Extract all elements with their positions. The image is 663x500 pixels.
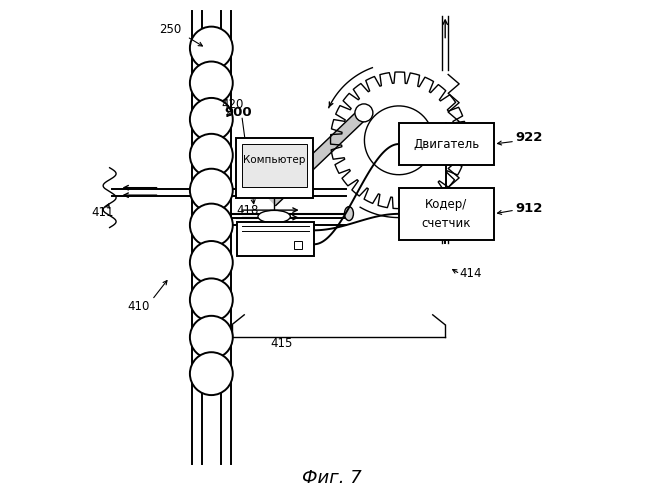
FancyBboxPatch shape [241, 144, 307, 186]
Text: 900: 900 [224, 106, 252, 120]
Text: 414: 414 [459, 268, 481, 280]
Polygon shape [268, 108, 368, 206]
Text: 415: 415 [271, 337, 293, 350]
Text: 411: 411 [91, 206, 113, 219]
Circle shape [190, 168, 233, 212]
Text: 410: 410 [127, 300, 149, 313]
Circle shape [190, 352, 233, 395]
Circle shape [190, 204, 233, 246]
FancyBboxPatch shape [399, 123, 493, 165]
FancyBboxPatch shape [399, 188, 493, 240]
Circle shape [355, 104, 373, 122]
Text: Кодер/: Кодер/ [425, 198, 467, 211]
Text: 922: 922 [515, 132, 542, 144]
Text: 420: 420 [222, 98, 244, 111]
Ellipse shape [258, 210, 290, 223]
Text: счетчик: счетчик [422, 218, 471, 230]
Circle shape [190, 134, 233, 176]
Circle shape [190, 278, 233, 322]
Text: Двигатель: Двигатель [413, 138, 479, 150]
Bar [294, 241, 302, 249]
Circle shape [190, 62, 233, 104]
Text: 912: 912 [515, 202, 542, 214]
Circle shape [190, 316, 233, 358]
FancyBboxPatch shape [237, 222, 314, 256]
Ellipse shape [345, 206, 353, 220]
Text: 417: 417 [292, 162, 314, 175]
Text: 418: 418 [237, 204, 259, 217]
Text: Фиг. 7: Фиг. 7 [302, 469, 361, 487]
Circle shape [190, 241, 233, 284]
Circle shape [190, 98, 233, 141]
Text: Компьютер: Компьютер [243, 155, 306, 165]
Circle shape [190, 26, 233, 70]
Polygon shape [330, 72, 467, 208]
Text: 250: 250 [160, 23, 182, 36]
Polygon shape [365, 106, 433, 174]
FancyBboxPatch shape [235, 138, 313, 198]
